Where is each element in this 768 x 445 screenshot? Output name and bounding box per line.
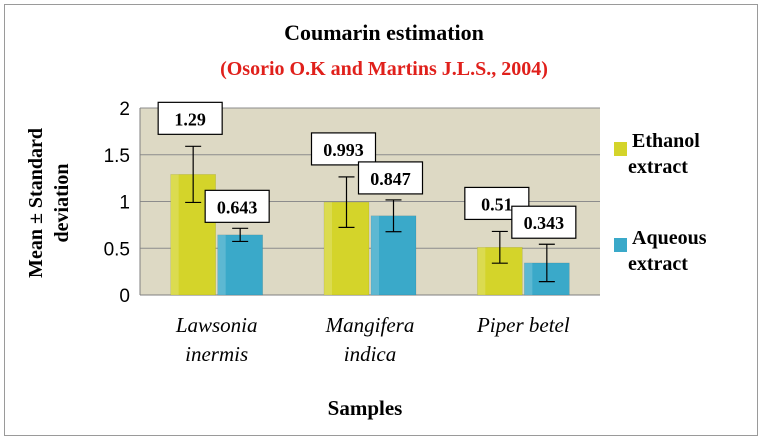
legend-swatch-ethanol [614,142,627,156]
y-tick-label: 2 [119,99,130,120]
bar-highlight [324,202,332,295]
legend-label-aqueous-line2: extract [628,253,688,275]
legend-label-ethanol: Ethanol extract [628,128,700,180]
data-label: 0.847 [370,169,411,189]
y-tick-label: 1 [119,193,130,214]
y-axis-title-line2: deviation [51,164,73,243]
x-tick-label: Mangifera [325,313,415,337]
data-label-box [204,189,270,223]
data-label-box [357,161,424,195]
x-tick-label: Lawsonia [175,313,258,337]
chart-subtitle: (Osorio O.K and Martins J.L.S., 2004) [220,58,548,80]
legend-label-aqueous: Aqueous extract [628,225,707,277]
bar-highlight [477,247,486,295]
legend-label-ethanol-line2: extract [628,156,688,178]
y-tick-label: 1.5 [104,146,130,167]
x-tick-label: indica [344,342,397,366]
data-label-box [157,101,223,135]
data-label-box [511,205,577,239]
data-label-box [464,186,530,221]
y-tick-label: 0.5 [104,239,130,260]
bar-highlight [170,174,179,295]
data-label: 0.51 [481,194,513,214]
chart-title: Coumarin estimation [284,20,484,45]
x-tick-label: Piper betel [476,313,570,337]
bar-highlight [524,262,533,295]
bar-highlight [217,234,226,295]
data-label-box [310,132,377,166]
data-label: 1.29 [174,109,206,129]
data-label: 0.643 [217,197,258,217]
data-label: 0.993 [323,140,364,160]
legend-swatch-aqueous [614,238,627,252]
legend-label-ethanol-line1: Ethanol [632,130,700,152]
data-label: 0.343 [524,213,565,233]
y-tick-label: 0 [119,286,130,307]
x-axis-title: Samples [328,396,403,420]
bar-highlight [371,215,379,295]
x-tick-label: inermis [185,342,248,366]
legend-label-aqueous-line1: Aqueous [632,227,707,249]
y-axis-title-line1: Mean ± Standard [25,128,47,278]
bar [217,234,263,296]
